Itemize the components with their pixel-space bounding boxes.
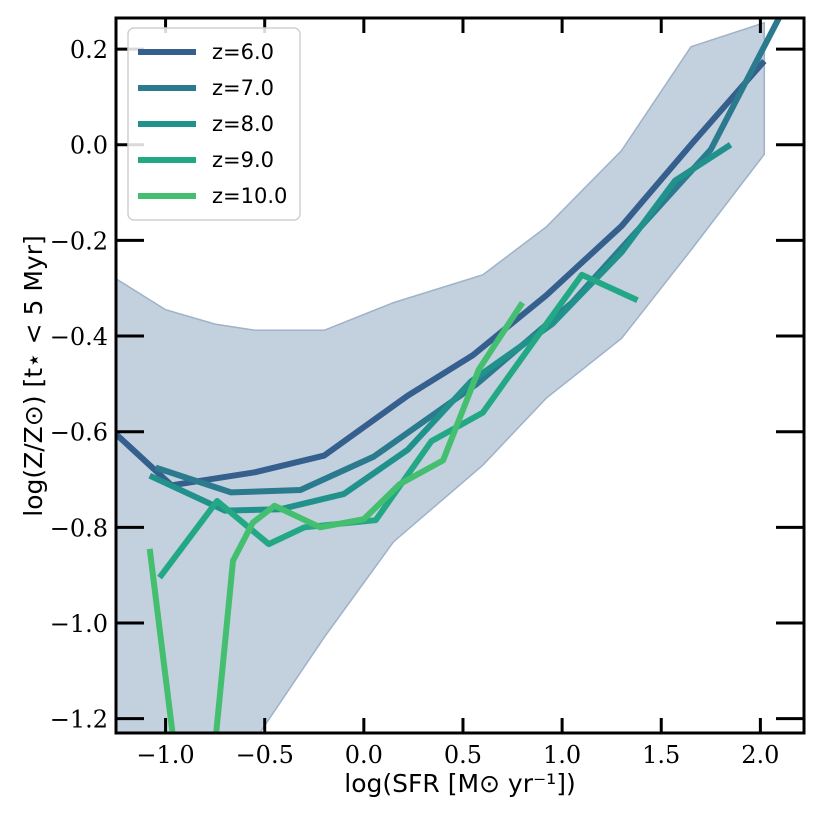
x-tick-label: 0.5 xyxy=(444,741,482,769)
tick-layer: −1.0 −0.5 0.0 0.5 1.0 1.5 2.0 −1.2 −1.0 −0.8 −0.6 −… xyxy=(50,18,804,769)
y-tick-label: 0.2 xyxy=(70,36,108,64)
y-tick-label: −0.4 xyxy=(50,323,108,351)
legend-label-4: z=10.0 xyxy=(212,184,287,208)
plot-frame xyxy=(114,16,806,735)
x-tick-label: 1.5 xyxy=(642,741,680,769)
x-tick-label: 1.0 xyxy=(543,741,581,769)
y-tick-label: −1.2 xyxy=(50,706,108,734)
y-axis-label: log(Z/Z⊙) [t⋆ < 5 Myr] xyxy=(19,235,48,516)
x-tick-label: 2.0 xyxy=(741,741,779,769)
legend-label-2: z=8.0 xyxy=(212,112,274,136)
y-tick-label: −0.2 xyxy=(50,227,108,255)
y-tick-label: −0.8 xyxy=(50,514,108,542)
y-tick-label: 0.0 xyxy=(70,132,108,160)
x-tick-label: −0.5 xyxy=(236,741,294,769)
y-tick-label: −1.0 xyxy=(50,610,108,638)
legend: z=6.0 z=7.0 z=8.0 z=9.0 z=10.0 xyxy=(127,27,301,221)
series-line-4 xyxy=(146,300,526,733)
y-tick-label: −0.6 xyxy=(50,419,108,447)
x-tick-label: −1.0 xyxy=(136,741,194,769)
legend-frame xyxy=(127,27,301,221)
series-line-0 xyxy=(116,59,767,489)
x-tick-label: 0.0 xyxy=(345,741,383,769)
series-layer xyxy=(116,18,783,733)
legend-label-3: z=9.0 xyxy=(212,148,274,172)
legend-label-0: z=6.0 xyxy=(212,40,274,64)
series-line-2 xyxy=(148,142,733,514)
x-axis-label: log(SFR [M⊙ yr⁻¹]) xyxy=(344,769,575,798)
legend-label-1: z=7.0 xyxy=(212,76,274,100)
